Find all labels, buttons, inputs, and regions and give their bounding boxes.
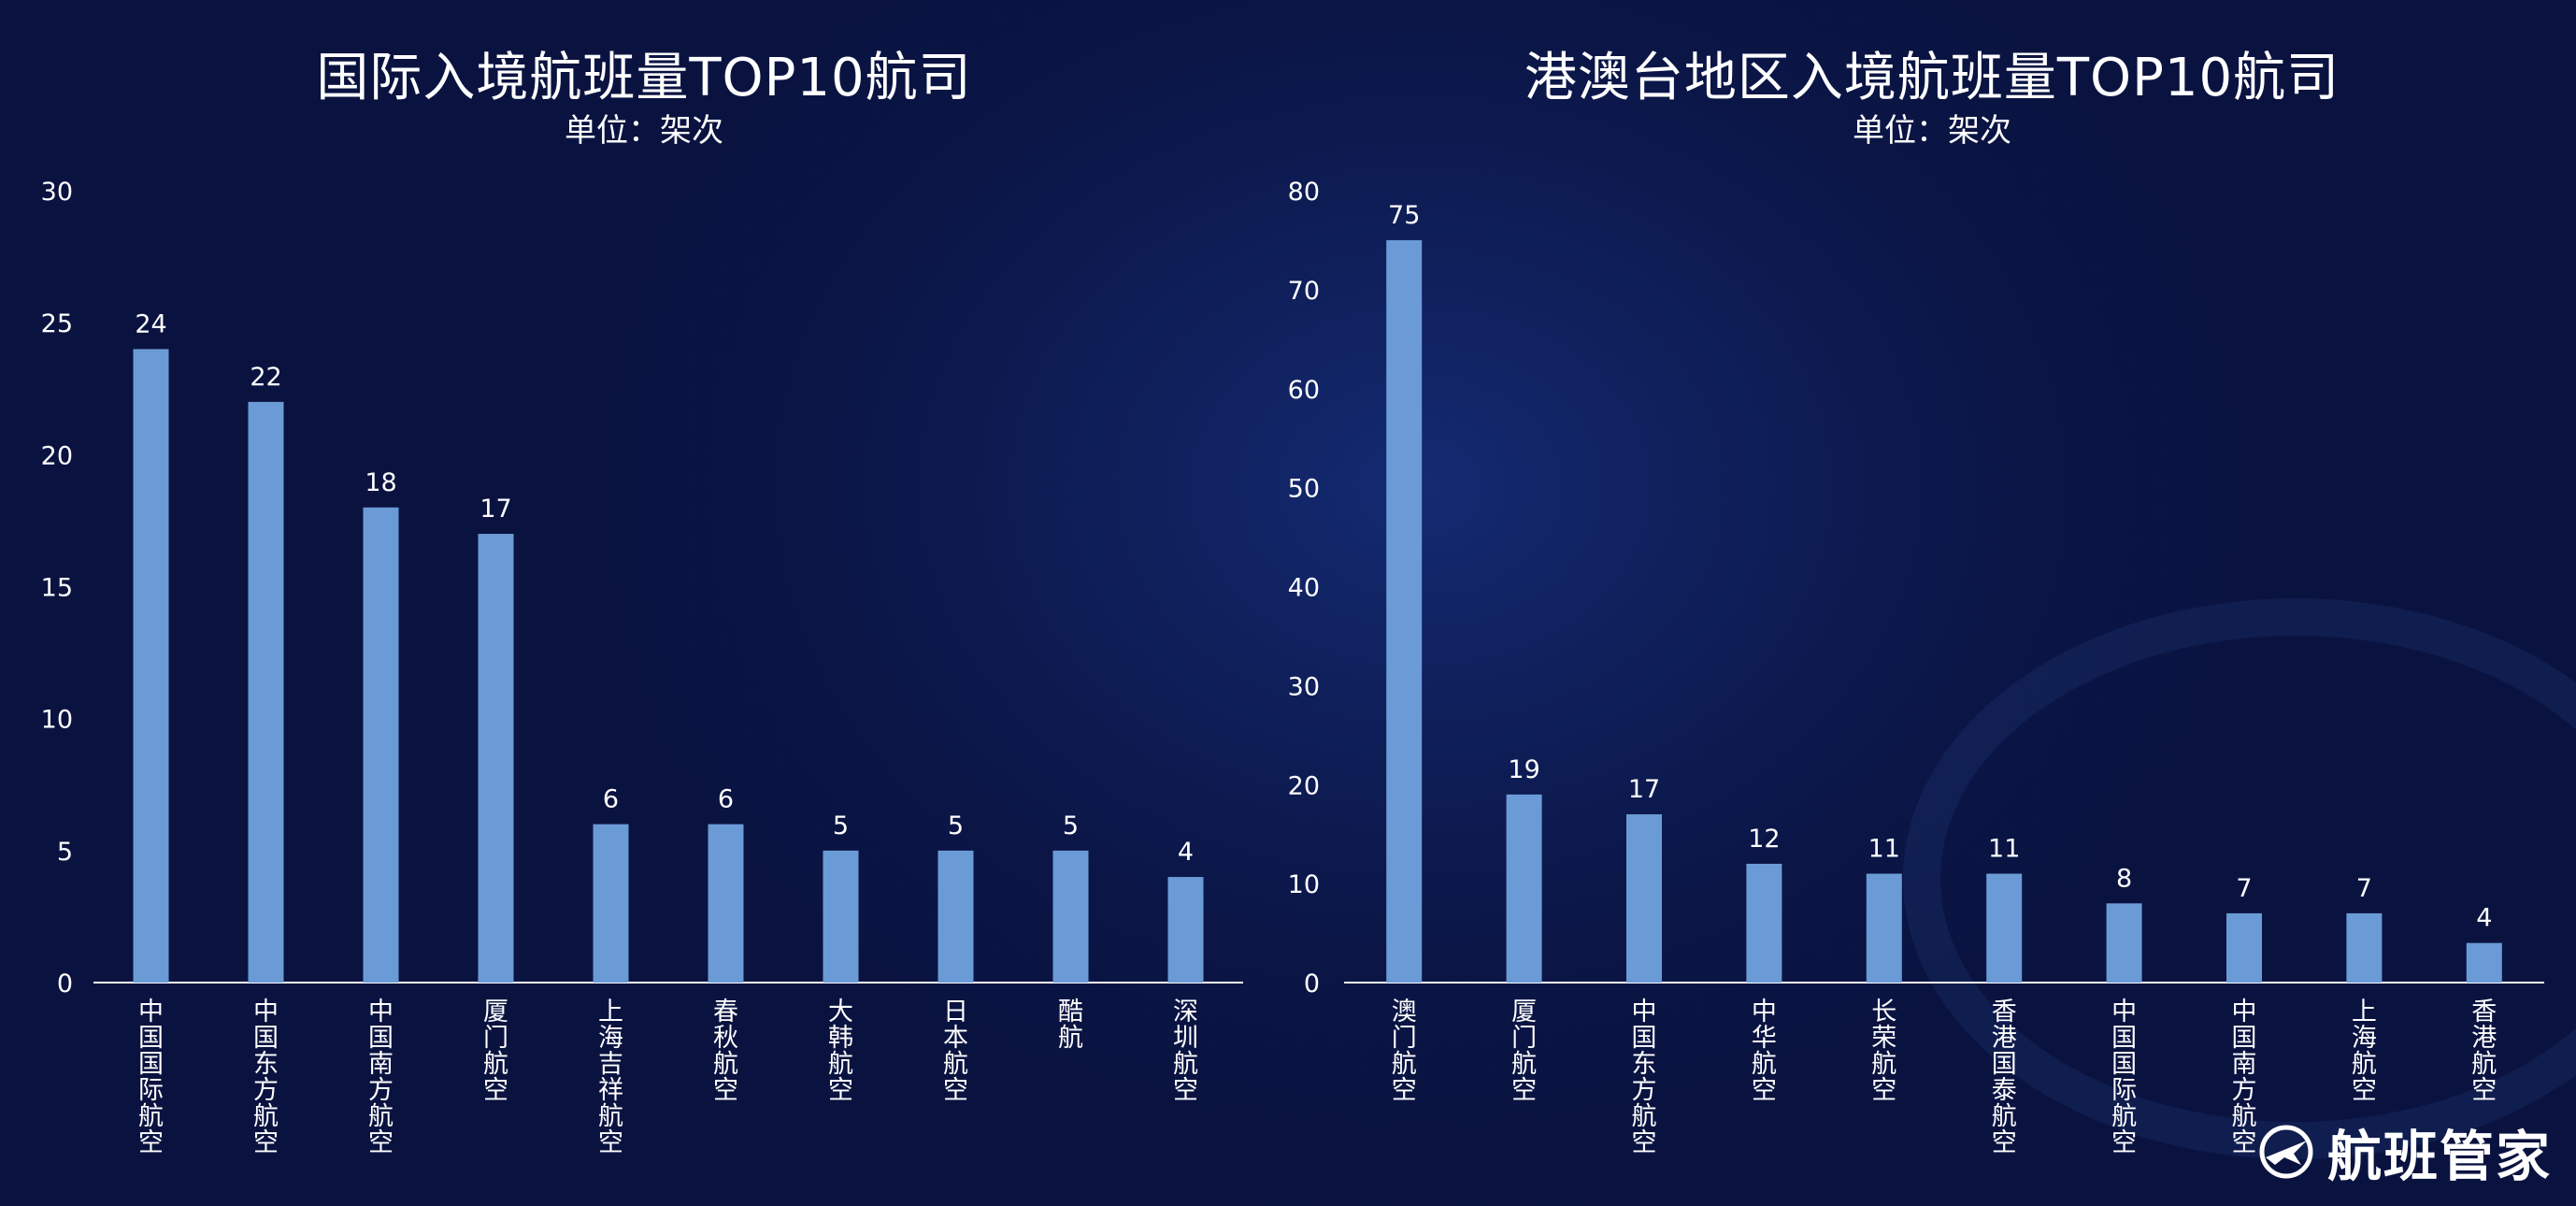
bar-chart-svg: 0 10 20 30 40 50 60 70 80 75 澳门航空 19 厦门航空 17 中国东方航空 12 中… [1288,178,2544,1157]
bar [593,824,629,983]
airplane-logo-icon [2259,1125,2313,1179]
y-tick-label: 60 [1288,376,1320,405]
x-category-label: 深圳航空 [1173,998,1198,1105]
bar [1866,873,1902,983]
bar [1506,794,1542,983]
bar [1386,239,1423,983]
brand-name: 航班管家 [2326,1125,2552,1188]
bar [2466,942,2502,983]
bar [1986,873,2023,983]
x-category-label: 春秋航空 [713,998,738,1105]
x-category-label: 中国东方航空 [1632,998,1657,1157]
bar-value-label: 7 [2356,874,2372,903]
chart-title: 国际入境航班量TOP10航司 [316,48,972,108]
x-category-label: 上海吉祥航空 [598,998,623,1157]
y-tick-label: 10 [41,706,73,735]
x-category-label: 中国南方航空 [368,998,394,1157]
bar [363,507,399,983]
bar [708,824,744,983]
bar [2226,912,2262,983]
bar-value-label: 5 [833,811,849,840]
y-tick-label: 5 [57,838,73,867]
bar [937,850,974,983]
bar-value-label: 11 [1988,835,2020,864]
x-category-label: 中国南方航空 [2232,998,2257,1157]
x-category-label: 香港航空 [2471,998,2497,1105]
bar [248,401,284,983]
x-category-label: 上海航空 [2352,998,2377,1105]
x-category-label: 日本航空 [943,998,968,1105]
y-tick-label: 0 [57,969,73,998]
x-category-label: 中国国际航空 [2111,998,2137,1157]
bar-value-label: 4 [1178,838,1194,867]
y-tick-label: 30 [1288,672,1320,701]
chart-subtitle: 单位：架次 [1853,112,2011,150]
y-tick-label: 40 [1288,574,1320,603]
x-category-label: 大韩航空 [828,998,853,1105]
y-tick-label: 25 [41,309,73,338]
bar-value-label: 4 [2476,904,2492,933]
bar [1746,863,1782,983]
chart-hk-macau-taiwan: 港澳台地区入境航班量TOP10航司 单位：架次 0 10 20 30 40 50 60 70 8… [1288,0,2576,1206]
bar-value-label: 12 [1748,825,1780,854]
bar-chart-svg: 0 5 10 15 20 25 30 24 中国国际航空 22 中国东方航空 18 中国南方航空 17 厦门… [41,178,1204,1157]
bar-value-label: 8 [2116,864,2132,893]
bar-value-label: 6 [603,785,619,814]
x-category-label: 中国国际航空 [138,998,164,1157]
chart-title: 港澳台地区入境航班量TOP10航司 [1524,48,2340,108]
bar-value-label: 5 [948,811,964,840]
bar [1626,814,1662,983]
bar [823,850,859,983]
bar-value-label: 75 [1388,201,1420,230]
bar-value-label: 19 [1508,755,1539,784]
y-tick-label: 80 [1288,178,1320,207]
x-category-label: 香港国泰航空 [1992,998,2017,1157]
bar-value-label: 17 [479,495,511,524]
bar [2346,912,2383,983]
chart-subtitle: 单位：架次 [565,112,723,150]
x-category-label: 长荣航空 [1871,998,1896,1105]
x-category-label: 厦门航空 [1511,998,1537,1105]
y-tick-label: 50 [1288,475,1320,504]
bar-value-label: 22 [250,363,281,392]
y-tick-label: 15 [41,574,73,603]
bar [1167,877,1204,983]
brand-watermark: 航班管家 [2256,1113,2552,1191]
bar-value-label: 7 [2236,874,2252,903]
y-tick-label: 30 [41,178,73,207]
x-category-label: 厦门航空 [483,998,508,1105]
bar-value-label: 18 [365,468,396,497]
bar-value-label: 5 [1063,811,1079,840]
bar [478,534,514,983]
y-tick-label: 10 [1288,870,1320,899]
y-tick-label: 20 [1288,771,1320,800]
bar [1052,850,1089,983]
bar-value-label: 24 [135,309,166,338]
x-category-label: 中华航空 [1752,998,1777,1105]
bar-value-label: 6 [718,785,734,814]
y-tick-label: 20 [41,441,73,470]
x-category-label: 澳门航空 [1392,998,1417,1105]
y-tick-label: 0 [1304,969,1320,998]
x-category-label: 中国东方航空 [253,998,279,1157]
chart-international: 国际入境航班量TOP10航司 单位：架次 0 5 10 15 20 25 30 24 中国国际航… [41,48,1204,1157]
bar-value-label: 17 [1628,775,1660,804]
y-tick-label: 70 [1288,277,1320,306]
x-category-label: 酷航 [1058,998,1083,1053]
bar-value-label: 11 [1868,835,1900,864]
bar [133,349,169,983]
bar [2106,903,2142,983]
